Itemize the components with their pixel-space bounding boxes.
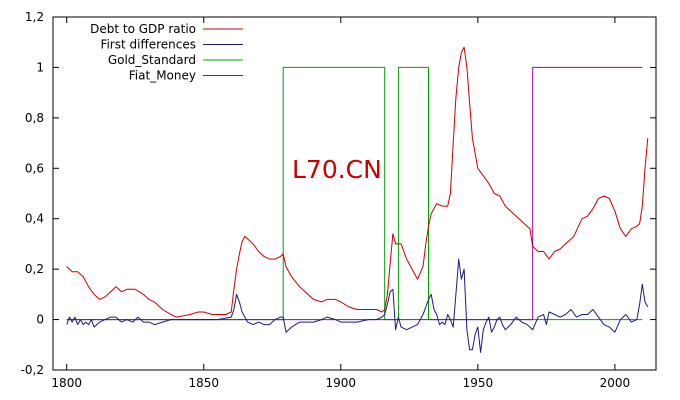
- y-tick-label: 0,8: [25, 111, 44, 125]
- legend-gold-standard-label: Gold_Standard: [108, 53, 196, 67]
- debt-to-gdp-line: [66, 46, 649, 318]
- legend-debt-to-gdp-label: Debt to GDP ratio: [90, 22, 196, 36]
- axis-ticks: -0,2 0 0,2 0,4 0,6 0,8 1 1,2 1800 1850 1900 1950 200…: [21, 10, 656, 390]
- x-tick-label: 1800: [51, 376, 82, 390]
- first-differences-line: [66, 258, 649, 353]
- legend-first-differences-label: First differences: [100, 38, 196, 52]
- y-tick-label: 1,2: [25, 10, 44, 24]
- x-tick-label: 1900: [326, 376, 357, 390]
- x-tick-label: 2000: [600, 376, 631, 390]
- gold-standard-line: [66, 66, 643, 321]
- x-tick-label: 1950: [463, 376, 494, 390]
- fiat-money-line: [66, 66, 643, 321]
- y-tick-label: -0,2: [21, 363, 44, 377]
- series-lines: [66, 46, 649, 353]
- watermark-text: L70.CN: [292, 155, 382, 184]
- y-tick-label: 0,6: [25, 161, 44, 175]
- y-tick-label: 0,4: [25, 212, 44, 226]
- y-tick-label: 1: [36, 60, 44, 74]
- plot-frame: [52, 16, 657, 371]
- y-tick-label: 0,2: [25, 262, 44, 276]
- legend-fiat-money-label: Fiat_Money: [129, 69, 196, 83]
- legend: Debt to GDP ratio First differencesGold_S…: [90, 22, 243, 83]
- x-tick-label: 1850: [188, 376, 219, 390]
- y-tick-label: 0: [36, 313, 44, 327]
